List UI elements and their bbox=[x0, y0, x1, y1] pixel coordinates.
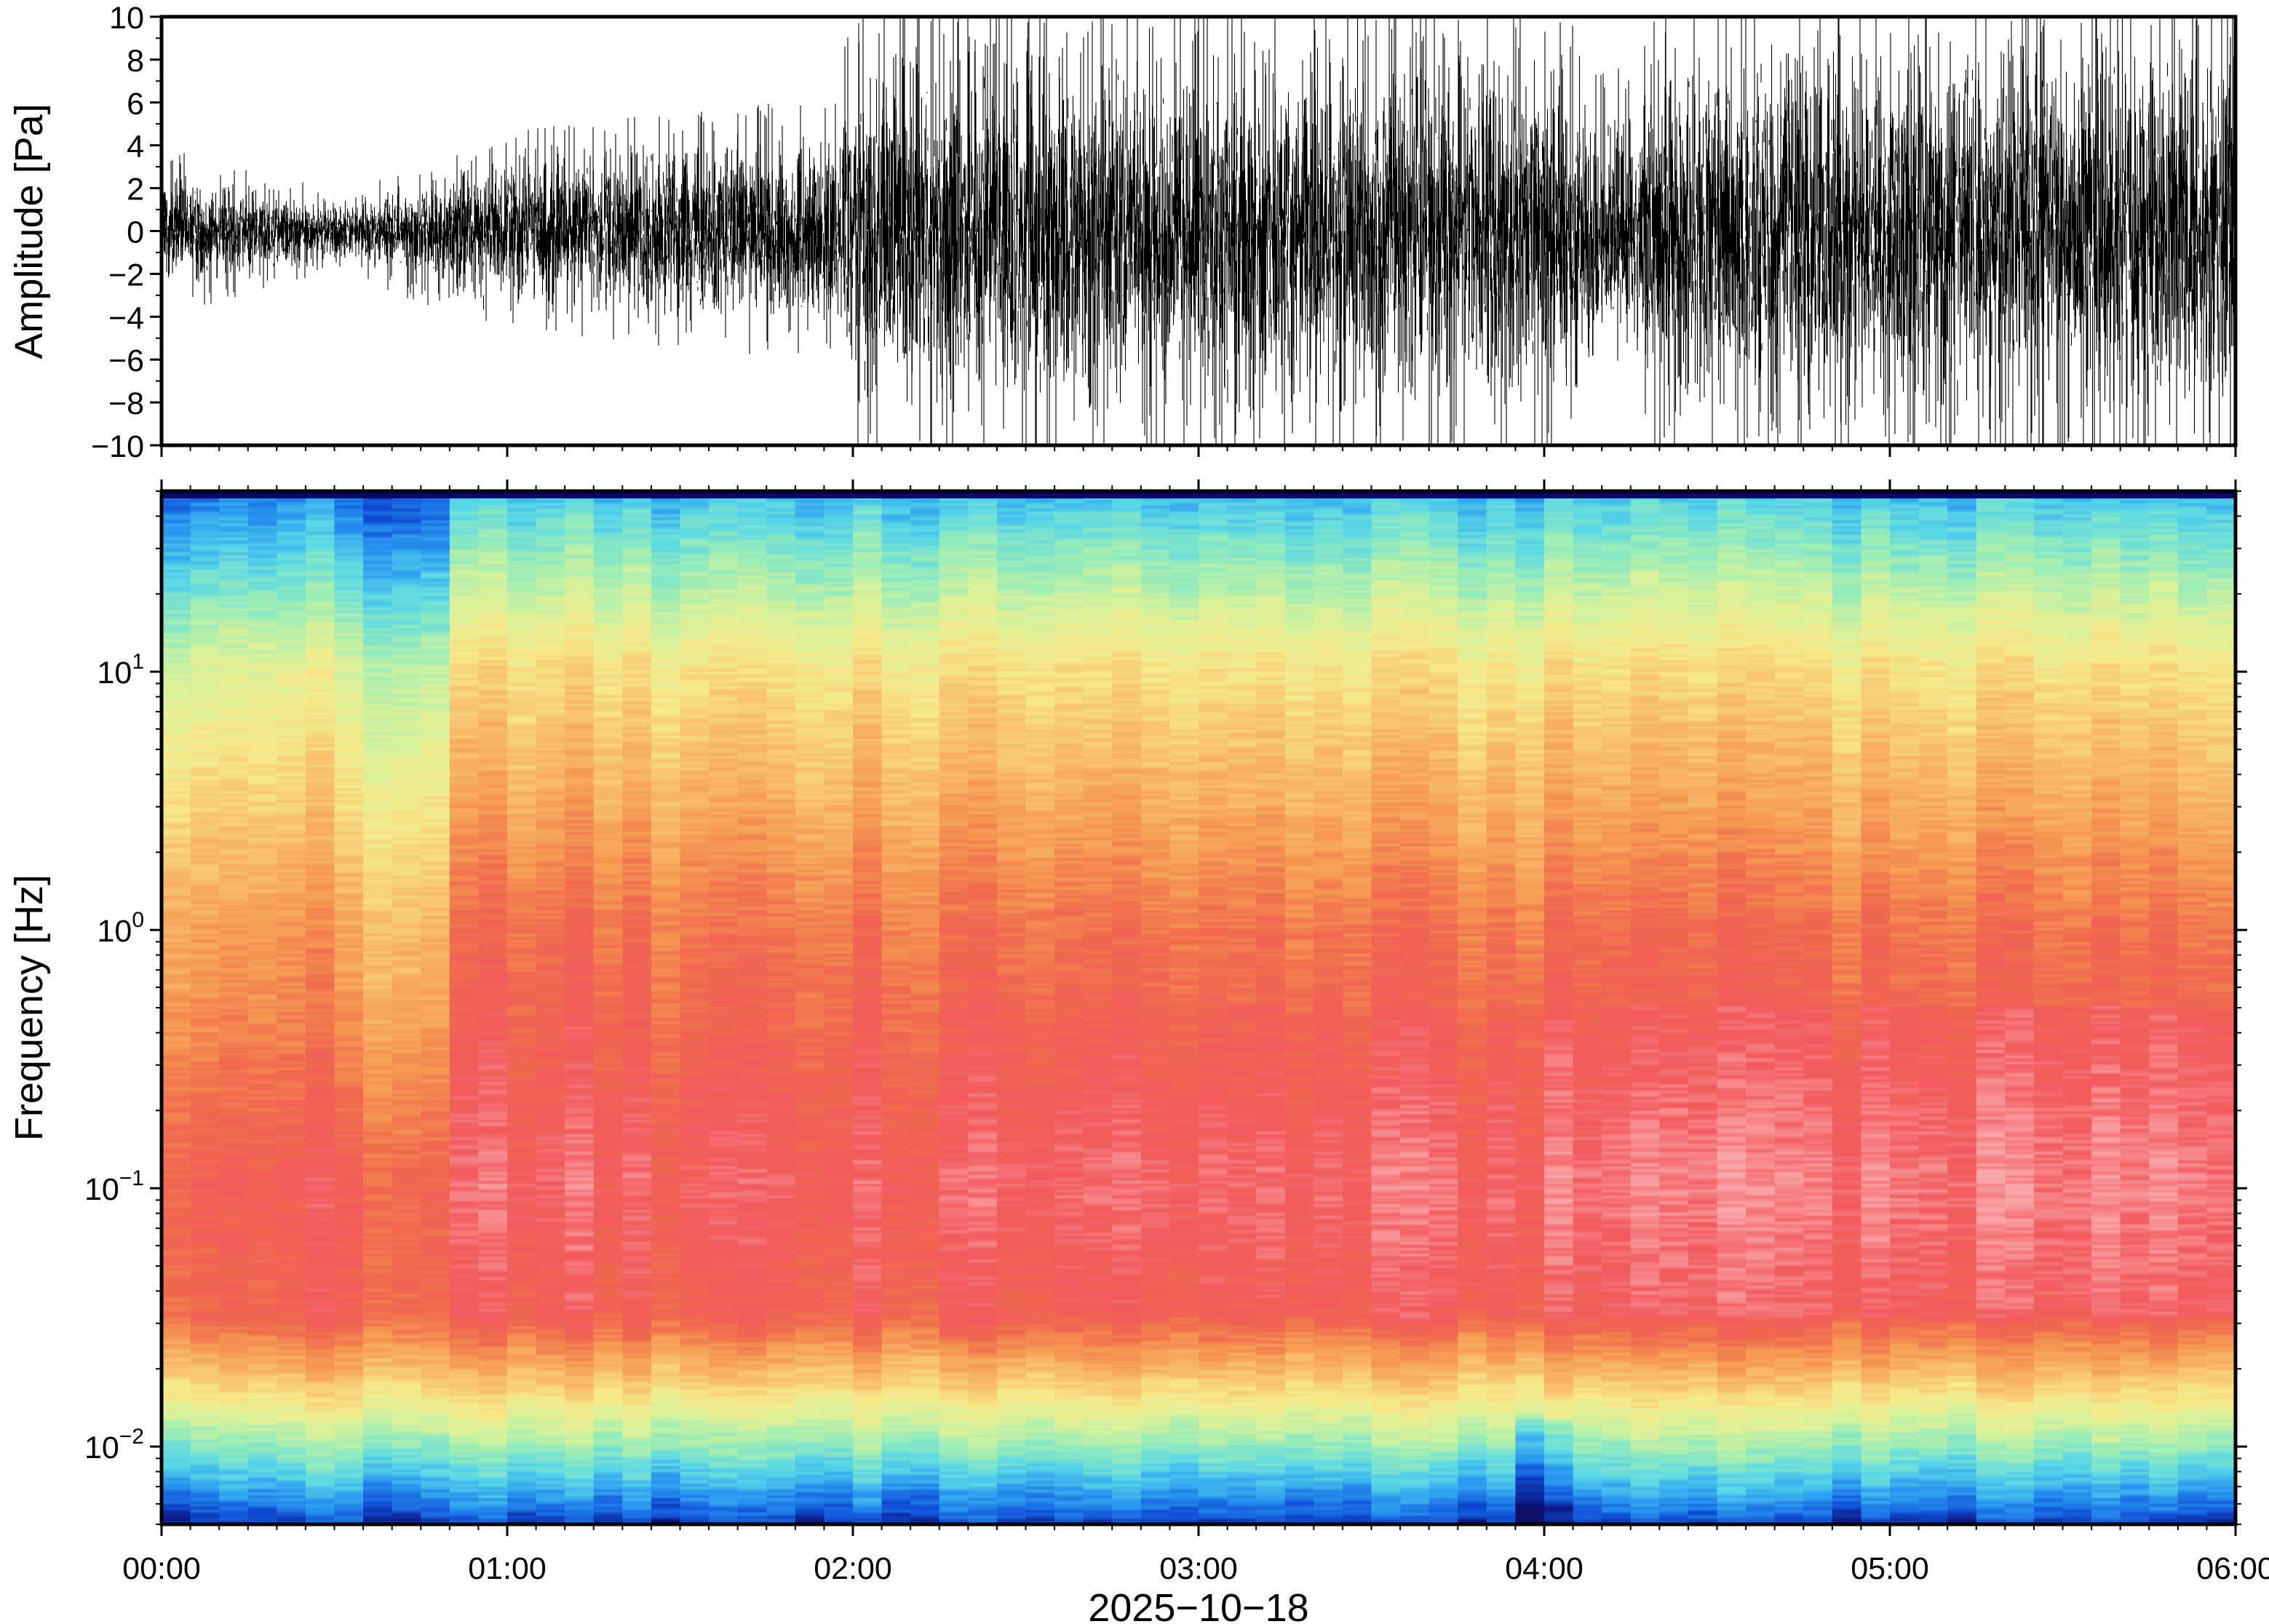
frequency-axis-label: Frequency [Hz] bbox=[7, 875, 51, 1141]
frequency-tick-label: 100 bbox=[97, 908, 144, 949]
spectrogram-panel: 101 100 10−1 10−2 00:00 01:00 02:00 03:00 04:00… bbox=[7, 479, 2269, 1624]
frequency-tick-label: 10−1 bbox=[84, 1166, 144, 1207]
spectrogram-nyquist-band bbox=[162, 491, 2236, 498]
amplitude-tick-label: −4 bbox=[108, 300, 144, 335]
frequency-tick-label: 10−2 bbox=[84, 1425, 144, 1465]
amplitude-tick-label: −2 bbox=[108, 258, 144, 292]
waveform-panel: 10 8 6 4 2 0 −2 −4 −6 −8 −10 Amplitude [Pa] bbox=[7, 1, 2238, 464]
time-tick-label: 03:00 bbox=[1159, 1551, 1238, 1586]
amplitude-axis-label: Amplitude [Pa] bbox=[7, 103, 51, 359]
time-tick-label: 05:00 bbox=[1851, 1551, 1929, 1586]
amplitude-tick-label: 8 bbox=[127, 44, 144, 79]
amplitude-tick-label: 0 bbox=[127, 215, 144, 250]
time-tick-label: 00:00 bbox=[122, 1551, 201, 1586]
time-axis: 00:00 01:00 02:00 03:00 04:00 05:00 06:00 bbox=[122, 479, 2269, 1586]
amplitude-tick-label: 4 bbox=[127, 130, 144, 164]
amplitude-tick-label: −10 bbox=[91, 429, 144, 464]
time-tick-label: 01:00 bbox=[468, 1551, 547, 1586]
time-tick-label: 04:00 bbox=[1505, 1551, 1583, 1586]
amplitude-tick-label: 10 bbox=[109, 1, 144, 36]
date-axis-label: 2025−10−18 bbox=[1088, 1586, 1308, 1624]
time-tick-label: 02:00 bbox=[814, 1551, 892, 1586]
time-tick-label: 06:00 bbox=[2196, 1551, 2269, 1586]
waveform-time-ticks bbox=[160, 445, 2237, 457]
amplitude-tick-label: −8 bbox=[108, 386, 144, 421]
amplitude-tick-label: 2 bbox=[127, 172, 144, 207]
waveform-trace bbox=[162, 17, 2236, 445]
spectrogram-heatmap bbox=[162, 491, 2236, 1524]
amplitude-axis: 10 8 6 4 2 0 −2 −4 −6 −8 −10 bbox=[91, 1, 162, 464]
amplitude-tick-label: 6 bbox=[127, 87, 144, 122]
frequency-tick-label: 101 bbox=[97, 650, 144, 690]
amplitude-tick-label: −6 bbox=[108, 343, 144, 378]
frequency-axis: 101 100 10−1 10−2 bbox=[84, 490, 2247, 1525]
